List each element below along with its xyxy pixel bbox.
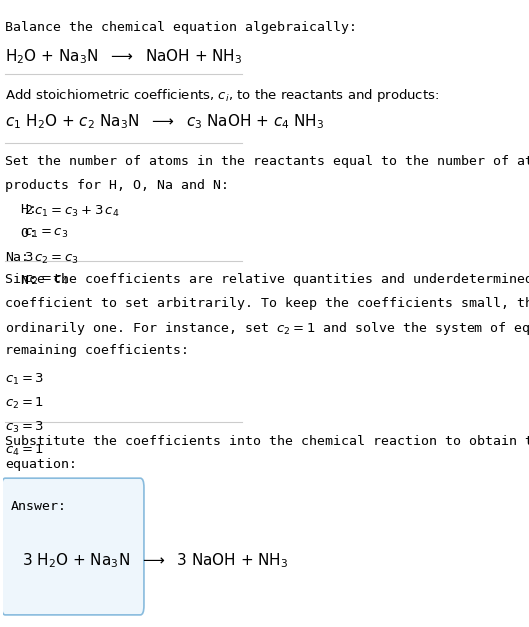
Text: $3\,c_2 = c_3$: $3\,c_2 = c_3$ [24, 251, 79, 266]
Text: $c_3 = 3$: $c_3 = 3$ [5, 419, 44, 435]
Text: Add stoichiometric coefficients, $c_i$, to the reactants and products:: Add stoichiometric coefficients, $c_i$, … [5, 87, 440, 103]
Text: O:: O: [5, 227, 37, 240]
Text: $c_1$ H$_2$O + $c_2$ Na$_3$N  $\longrightarrow$  $c_3$ NaOH + $c_4$ NH$_3$: $c_1$ H$_2$O + $c_2$ Na$_3$N $\longright… [5, 113, 324, 131]
Text: Substitute the coefficients into the chemical reaction to obtain the balanced: Substitute the coefficients into the che… [5, 435, 529, 448]
Text: Answer:: Answer: [11, 500, 67, 513]
FancyBboxPatch shape [2, 478, 144, 615]
Text: Na:: Na: [5, 251, 29, 264]
Text: $2\,c_1 = c_3 + 3\,c_4$: $2\,c_1 = c_3 + 3\,c_4$ [24, 203, 120, 219]
Text: 3 H$_2$O + Na$_3$N  $\longrightarrow$  3 NaOH + NH$_3$: 3 H$_2$O + Na$_3$N $\longrightarrow$ 3 N… [22, 551, 288, 570]
Text: $c_2 = 1$: $c_2 = 1$ [5, 396, 44, 411]
Text: ordinarily one. For instance, set $c_2 = 1$ and solve the system of equations fo: ordinarily one. For instance, set $c_2 =… [5, 320, 529, 337]
Text: $c_1 = 3$: $c_1 = 3$ [5, 372, 44, 387]
Text: Balance the chemical equation algebraically:: Balance the chemical equation algebraica… [5, 21, 357, 34]
Text: coefficient to set arbitrarily. To keep the coefficients small, the arbitrary va: coefficient to set arbitrarily. To keep … [5, 297, 529, 310]
Text: equation:: equation: [5, 458, 77, 472]
Text: H:: H: [5, 203, 37, 216]
Text: H$_2$O + Na$_3$N  $\longrightarrow$  NaOH + NH$_3$: H$_2$O + Na$_3$N $\longrightarrow$ NaOH … [5, 48, 242, 66]
Text: $c_2 = c_4$: $c_2 = c_4$ [24, 274, 69, 287]
Text: remaining coefficients:: remaining coefficients: [5, 344, 189, 357]
Text: Since the coefficients are relative quantities and underdetermined, choose a: Since the coefficients are relative quan… [5, 273, 529, 286]
Text: $c_1 = c_3$: $c_1 = c_3$ [24, 227, 69, 240]
Text: $c_4 = 1$: $c_4 = 1$ [5, 443, 44, 458]
Text: N:: N: [5, 274, 37, 287]
Text: Set the number of atoms in the reactants equal to the number of atoms in the: Set the number of atoms in the reactants… [5, 155, 529, 168]
Text: products for H, O, Na and N:: products for H, O, Na and N: [5, 179, 229, 192]
